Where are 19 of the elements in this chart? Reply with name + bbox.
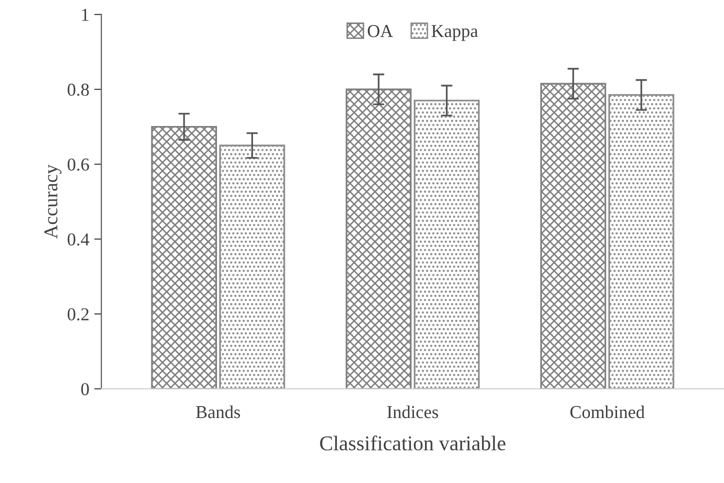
x-tick-label: Bands bbox=[196, 405, 240, 418]
y-tick-label: 0.8 bbox=[68, 84, 89, 96]
legend-label: OA bbox=[368, 25, 393, 38]
y-tick-label: 1 bbox=[82, 8, 88, 21]
y-axis-title: Accuracy bbox=[44, 164, 62, 239]
x-tick-label: Indices bbox=[387, 405, 438, 418]
y-tick-label: 0.4 bbox=[68, 233, 90, 246]
x-axis-title: Classification variable bbox=[320, 436, 506, 450]
y-tick-label: 0.2 bbox=[68, 308, 89, 320]
y-tick-label: 0 bbox=[81, 383, 89, 396]
bar bbox=[346, 88, 412, 389]
bar bbox=[151, 126, 217, 389]
bar bbox=[608, 94, 674, 389]
legend-label: Kappa bbox=[432, 25, 478, 41]
x-tick-label: Combined bbox=[570, 405, 645, 418]
bar bbox=[414, 100, 480, 389]
bar bbox=[540, 82, 606, 389]
y-tick-label: 0.6 bbox=[68, 158, 90, 171]
bar bbox=[219, 144, 286, 389]
